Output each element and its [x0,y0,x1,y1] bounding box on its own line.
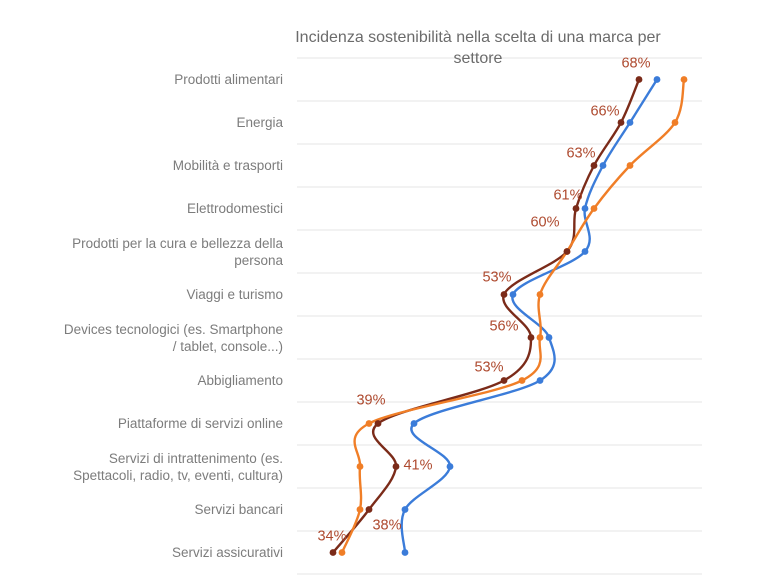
category-axis: Prodotti alimentari Energia Mobilità e tra… [0,0,283,585]
data-point-serie-arancione [356,506,364,513]
category-label: Servizi bancari [194,502,283,517]
data-label: 53% [474,360,503,376]
category-label: Devices tecnologici (es. Smartphone / ta… [63,321,283,354]
data-point-serie-rosso-scuro [365,506,373,513]
category-label: Prodotti per la cura e bellezza della pe… [72,235,283,268]
data-point-serie-arancione [338,549,346,556]
data-point-serie-arancione [365,420,373,427]
data-point-serie-arancione [518,377,526,384]
category-label: Servizi assicurativi [171,545,283,560]
data-point-serie-arancione [590,205,598,212]
data-point-serie-arancione [680,76,688,83]
data-label: 38% [372,518,401,534]
data-point-serie-rosso-scuro [572,205,580,212]
data-label: 61% [553,188,582,204]
data-label: 63% [566,146,595,162]
data-point-serie-blu [581,205,589,212]
data-point-serie-blu [410,420,418,427]
data-point-serie-blu [653,76,661,83]
data-label: 66% [590,104,619,120]
data-point-serie-blu [446,463,454,470]
category-label: Abbigliamento [197,373,283,388]
data-point-serie-arancione [536,334,544,341]
data-point-serie-rosso-scuro [563,248,571,255]
category-label: Viaggi e turismo [186,287,283,302]
category-label: Mobilità e trasporti [172,158,283,173]
data-point-serie-rosso-scuro [500,377,508,384]
data-label: 68% [621,56,650,72]
data-point-serie-rosso-scuro [617,119,625,126]
data-point-serie-rosso-scuro [374,420,382,427]
data-label: 56% [489,319,518,335]
data-label: 39% [356,393,385,409]
data-point-serie-blu [599,162,607,169]
data-point-serie-rosso-scuro [590,162,598,169]
data-point-serie-blu [626,119,634,126]
data-point-serie-blu [509,291,517,298]
category-label: Prodotti alimentari [174,72,283,87]
data-point-serie-blu [581,248,589,255]
data-point-serie-rosso-scuro [635,76,643,83]
data-point-serie-arancione [536,291,544,298]
data-label: 53% [482,270,511,286]
data-point-serie-blu [401,549,409,556]
data-label: 41% [403,458,432,474]
data-point-serie-rosso-scuro [527,334,535,341]
data-point-serie-blu [536,377,544,384]
category-label: Elettrodomestici [186,201,283,216]
data-label: 34% [317,529,346,545]
category-label: Piattaforme di servizi online [117,416,283,431]
data-point-serie-rosso-scuro [329,549,337,556]
data-point-serie-arancione [626,162,634,169]
data-point-serie-arancione [671,119,679,126]
chart-title: Incidenza sostenibilità nella scelta di … [295,29,661,67]
data-point-serie-arancione [356,463,364,470]
data-point-serie-rosso-scuro [392,463,400,470]
data-label: 60% [530,215,559,231]
data-point-serie-blu [545,334,553,341]
category-label: Servizi di intrattenimento (es. Spettaco… [73,450,283,483]
data-point-serie-blu [401,506,409,513]
category-label: Energia [236,115,283,130]
data-point-serie-rosso-scuro [500,291,508,298]
